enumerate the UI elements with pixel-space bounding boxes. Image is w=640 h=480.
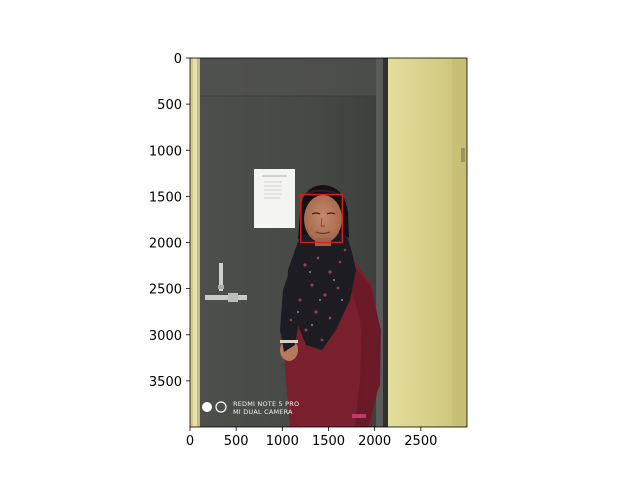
paper-notice: [254, 169, 295, 228]
watermark-ring-icon: [215, 401, 227, 413]
y-tick-label: 0: [174, 52, 182, 67]
face-detection-box: [300, 193, 344, 244]
watermark-line1: REDMI NOTE 5 PRO: [233, 400, 299, 408]
photo: REDMI NOTE 5 PRO MI DUAL CAMERA: [190, 58, 467, 427]
watermark-dot-icon: [202, 402, 212, 412]
y-tick-label: 2500: [149, 283, 182, 298]
face: [304, 195, 342, 243]
y-axis: 0 500 1000 1500 2000 2500 3000 3500: [149, 52, 190, 390]
y-tick-label: 1500: [149, 190, 182, 205]
person: [280, 185, 381, 427]
y-tick-label: 3500: [149, 375, 182, 390]
x-tick-label: 500: [224, 434, 249, 449]
y-tick-label: 3000: [149, 329, 182, 344]
y-tick-label: 1000: [149, 144, 182, 159]
x-tick-label: 1000: [266, 434, 299, 449]
x-tick-label: 2500: [404, 434, 437, 449]
camera-watermark: REDMI NOTE 5 PRO MI DUAL CAMERA: [202, 400, 299, 416]
door-latch: [205, 263, 247, 302]
y-tick-label: 2000: [149, 237, 182, 252]
watermark-line2: MI DUAL CAMERA: [233, 408, 293, 416]
x-tick-label: 2000: [358, 434, 391, 449]
y-tick-label: 500: [157, 98, 182, 113]
x-tick-label: 1500: [312, 434, 345, 449]
x-axis: 0 500 1000 1500 2000 2500: [186, 427, 437, 449]
x-tick-label: 0: [186, 434, 194, 449]
